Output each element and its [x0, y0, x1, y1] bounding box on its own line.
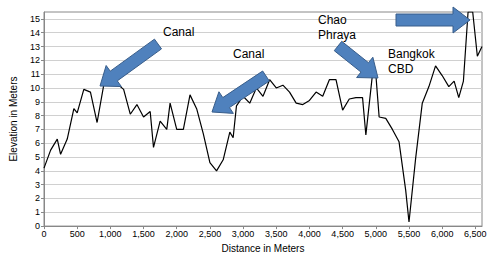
svg-text:0: 0 — [35, 221, 40, 231]
svg-text:10: 10 — [30, 83, 40, 93]
svg-text:1,500: 1,500 — [132, 229, 155, 239]
svg-text:1,000: 1,000 — [99, 229, 122, 239]
svg-text:2,500: 2,500 — [199, 229, 222, 239]
svg-text:5,500: 5,500 — [398, 229, 421, 239]
svg-text:6,000: 6,000 — [431, 229, 454, 239]
svg-text:3: 3 — [35, 180, 40, 190]
svg-text:4: 4 — [35, 166, 40, 176]
svg-text:Bangkok: Bangkok — [388, 47, 436, 61]
svg-text:CBD: CBD — [388, 62, 414, 76]
svg-text:13: 13 — [30, 42, 40, 52]
svg-text:1: 1 — [35, 207, 40, 217]
svg-text:5,000: 5,000 — [365, 229, 388, 239]
svg-text:7: 7 — [35, 124, 40, 134]
svg-text:2: 2 — [35, 193, 40, 203]
svg-text:Distance in Meters: Distance in Meters — [222, 243, 305, 254]
svg-text:6,500: 6,500 — [464, 229, 487, 239]
svg-text:Canal: Canal — [233, 47, 264, 61]
svg-text:9: 9 — [35, 97, 40, 107]
svg-text:5: 5 — [35, 152, 40, 162]
svg-text:4,500: 4,500 — [331, 229, 354, 239]
svg-text:8: 8 — [35, 111, 40, 121]
svg-text:4,000: 4,000 — [298, 229, 321, 239]
svg-text:Phraya: Phraya — [318, 28, 356, 42]
svg-text:3,500: 3,500 — [265, 229, 288, 239]
svg-text:Chao: Chao — [318, 13, 347, 27]
svg-text:500: 500 — [70, 229, 85, 239]
svg-text:6: 6 — [35, 138, 40, 148]
svg-text:3,000: 3,000 — [232, 229, 255, 239]
svg-text:15: 15 — [30, 14, 40, 24]
svg-text:12: 12 — [30, 55, 40, 65]
svg-text:11: 11 — [31, 69, 40, 79]
svg-text:Elevation in Meters: Elevation in Meters — [8, 77, 19, 162]
svg-text:2,000: 2,000 — [165, 229, 188, 239]
svg-text:Canal: Canal — [163, 25, 194, 39]
svg-text:0: 0 — [41, 229, 46, 239]
svg-text:14: 14 — [30, 28, 40, 38]
